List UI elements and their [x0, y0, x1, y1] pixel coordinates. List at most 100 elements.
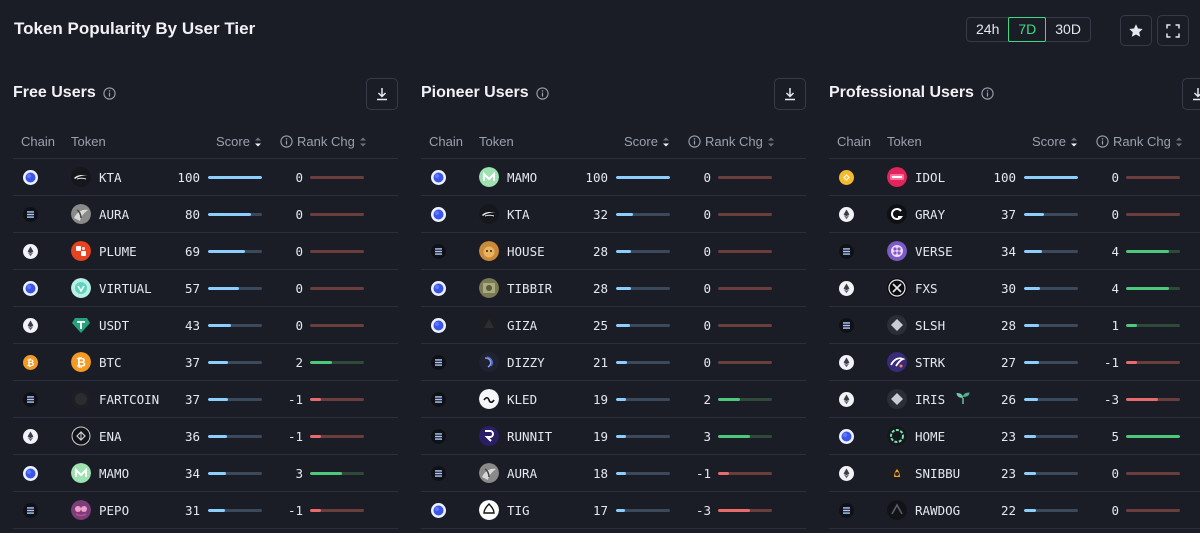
table-row[interactable]: USDT 43 0 [13, 307, 398, 344]
table-row[interactable]: IRIS 26 -3 [829, 381, 1200, 418]
token-name[interactable]: USDT [99, 318, 130, 333]
score-bar [208, 472, 262, 475]
rank-fill [718, 398, 740, 401]
token-name[interactable]: STRK [915, 355, 946, 370]
info-icon [688, 135, 701, 148]
table-row[interactable]: MAMO 100 0 [421, 159, 806, 196]
column-header-score[interactable]: Score [216, 134, 262, 149]
token-name[interactable]: KTA [507, 207, 530, 222]
column-header-score[interactable]: Score [624, 134, 670, 149]
table-row[interactable]: RUNNIT 19 3 [421, 418, 806, 455]
table-row[interactable]: KTA 32 0 [421, 196, 806, 233]
token-name[interactable]: VIRTUAL [99, 281, 152, 296]
table-row[interactable]: TIBBIR 28 0 [421, 270, 806, 307]
column-header-rank-change[interactable]: Rank Chg [280, 134, 367, 149]
table-row[interactable]: SNIBBU 23 0 [829, 455, 1200, 492]
column-header-token: Token [479, 134, 514, 149]
rank-fill [310, 398, 321, 401]
table-row[interactable]: MAMO 34 3 [13, 455, 398, 492]
token-name[interactable]: IDOL [915, 170, 946, 185]
timeframe-7d-button[interactable]: 7D [1008, 17, 1047, 42]
timeframe-24h-button[interactable]: 24h [976, 21, 1000, 37]
table-row[interactable]: HOUSE 28 0 [421, 233, 806, 270]
info-icon[interactable] [103, 86, 116, 100]
rank-change-bar [1126, 361, 1180, 364]
token-name[interactable]: RAWDOG [915, 503, 961, 518]
token-name[interactable]: FARTCOIN [99, 392, 160, 407]
token-name[interactable]: BTC [99, 355, 122, 370]
token-name[interactable]: AURA [507, 466, 538, 481]
token-name[interactable]: RUNNIT [507, 429, 553, 444]
iris-token-icon [887, 389, 907, 409]
token-name[interactable]: HOME [915, 429, 946, 444]
download-button[interactable] [366, 78, 398, 110]
token-name[interactable]: DIZZY [507, 355, 545, 370]
timeframe-30d-button[interactable]: 30D [1055, 21, 1081, 37]
column-header-score[interactable]: Score [1032, 134, 1078, 149]
info-icon[interactable] [1096, 135, 1109, 148]
table-row[interactable]: KLED 19 2 [421, 381, 806, 418]
info-icon[interactable] [280, 135, 293, 148]
table-row[interactable]: ₿ ₿ BTC 37 2 [13, 344, 398, 381]
table-row[interactable]: PLUME 69 0 [13, 233, 398, 270]
score-fill [208, 398, 228, 401]
token-name[interactable]: TIG [507, 503, 530, 518]
score-value: 22 [1000, 503, 1016, 518]
info-icon[interactable] [981, 86, 994, 100]
download-icon [1193, 88, 1200, 101]
table-row[interactable]: TIG 17 -3 [421, 492, 806, 529]
table-row[interactable]: STRK 27 -1 [829, 344, 1200, 381]
table-row[interactable]: FARTCOIN 37 -1 [13, 381, 398, 418]
token-name[interactable]: IRIS [915, 392, 946, 407]
token-name[interactable]: ENA [99, 429, 122, 444]
download-button[interactable] [1182, 78, 1200, 110]
token-list: KTA 100 0 AURA 80 0 PLUME 69 [13, 159, 398, 529]
base-chain-icon [431, 503, 446, 518]
rank-change-bar [1126, 324, 1180, 327]
info-icon[interactable] [688, 135, 701, 148]
info-icon[interactable] [535, 86, 549, 100]
table-row[interactable]: ENA 36 -1 [13, 418, 398, 455]
table-row[interactable]: VIRTUAL 57 0 [13, 270, 398, 307]
ena-token-icon [71, 426, 91, 446]
token-name[interactable]: GRAY [915, 207, 946, 222]
table-row[interactable]: HOME 23 5 [829, 418, 1200, 455]
token-name[interactable]: GIZA [507, 318, 538, 333]
column-header-rank-change[interactable]: Rank Chg [688, 134, 775, 149]
rank-change-bar [1126, 472, 1180, 475]
token-name[interactable]: SNIBBU [915, 466, 961, 481]
download-button[interactable] [774, 78, 806, 110]
token-name[interactable]: KTA [99, 170, 122, 185]
table-row[interactable]: GIZA 25 0 [421, 307, 806, 344]
token-name[interactable]: MAMO [99, 466, 130, 481]
fullscreen-button[interactable] [1157, 15, 1189, 46]
table-row[interactable]: DIZZY 21 0 [421, 344, 806, 381]
score-bar [208, 509, 262, 512]
score-bar [616, 435, 670, 438]
table-row[interactable]: AURA 18 -1 [421, 455, 806, 492]
column-header-rank-change[interactable]: Rank Chg [1096, 134, 1183, 149]
token-name[interactable]: PEPO [99, 503, 130, 518]
token-name[interactable]: MAMO [507, 170, 538, 185]
column-score-label: Score [216, 134, 250, 149]
table-row[interactable]: IDOL 100 0 [829, 159, 1200, 196]
token-name[interactable]: TIBBIR [507, 281, 553, 296]
token-name[interactable]: PLUME [99, 244, 137, 259]
table-row[interactable]: VERSE 34 4 [829, 233, 1200, 270]
favorite-button[interactable] [1120, 15, 1152, 46]
mamo-token-icon [71, 463, 91, 483]
table-row[interactable]: KTA 100 0 [13, 159, 398, 196]
token-name[interactable]: HOUSE [507, 244, 545, 259]
table-row[interactable]: AURA 80 0 [13, 196, 398, 233]
token-name[interactable]: FXS [915, 281, 938, 296]
table-row[interactable]: PEPO 31 -1 [13, 492, 398, 529]
base-chain-icon [23, 170, 38, 185]
token-name[interactable]: AURA [99, 207, 130, 222]
token-name[interactable]: KLED [507, 392, 538, 407]
token-name[interactable]: SLSH [915, 318, 946, 333]
table-row[interactable]: FXS 30 4 [829, 270, 1200, 307]
table-row[interactable]: SLSH 28 1 [829, 307, 1200, 344]
table-row[interactable]: GRAY 37 0 [829, 196, 1200, 233]
table-row[interactable]: RAWDOG 22 0 [829, 492, 1200, 529]
token-name[interactable]: VERSE [915, 244, 953, 259]
